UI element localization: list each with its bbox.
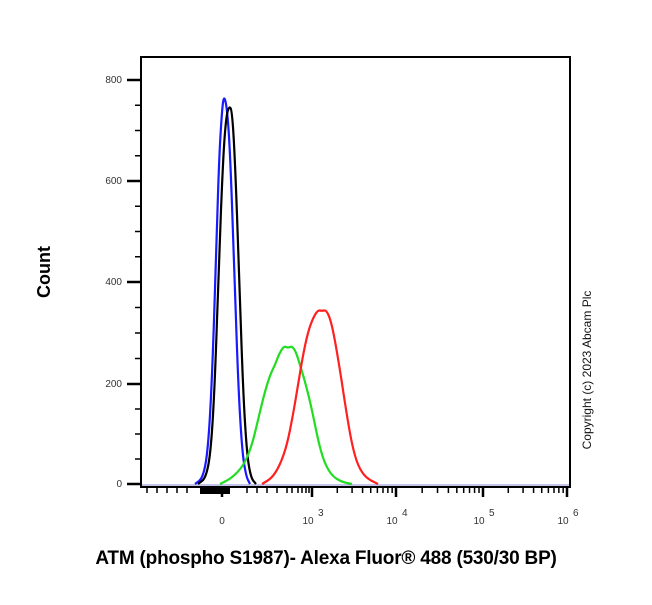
y-tick-label: 800 [105,75,122,86]
x-tick-exponent: 4 [402,508,408,519]
x-axis: 0 10 3 10 4 10 5 10 6 [142,484,579,527]
x-tick-label: 10 [473,516,485,527]
histogram-series-red [261,309,379,485]
x-dense-ticks [200,487,230,494]
y-tick-label: 600 [105,176,122,187]
y-tick-label: 200 [105,379,122,390]
x-tick-label: 10 [302,516,314,527]
plot-frame [140,56,571,488]
x-tick-label: 0 [219,516,225,527]
x-axis-title: ATM (phospho S1987)- Alexa Fluor® 488 (5… [95,548,557,569]
histogram-series-blue [194,97,251,485]
x-tick-exponent: 6 [573,508,579,519]
histogram-series-black [197,106,257,485]
copyright-text: Copyright (c) 2023 Abcam Plc [580,291,594,450]
y-axis: 800 600 400 200 0 [105,75,141,490]
x-tick-exponent: 3 [318,508,324,519]
histogram-series-green [219,345,353,486]
y-tick-label: 0 [116,479,122,490]
y-tick-label: 400 [105,277,122,288]
x-tick-exponent: 5 [489,508,495,519]
y-axis-title: Count [34,246,54,298]
x-tick-label: 10 [386,516,398,527]
x-tick-label: 10 [557,516,569,527]
series-layer [194,97,379,486]
